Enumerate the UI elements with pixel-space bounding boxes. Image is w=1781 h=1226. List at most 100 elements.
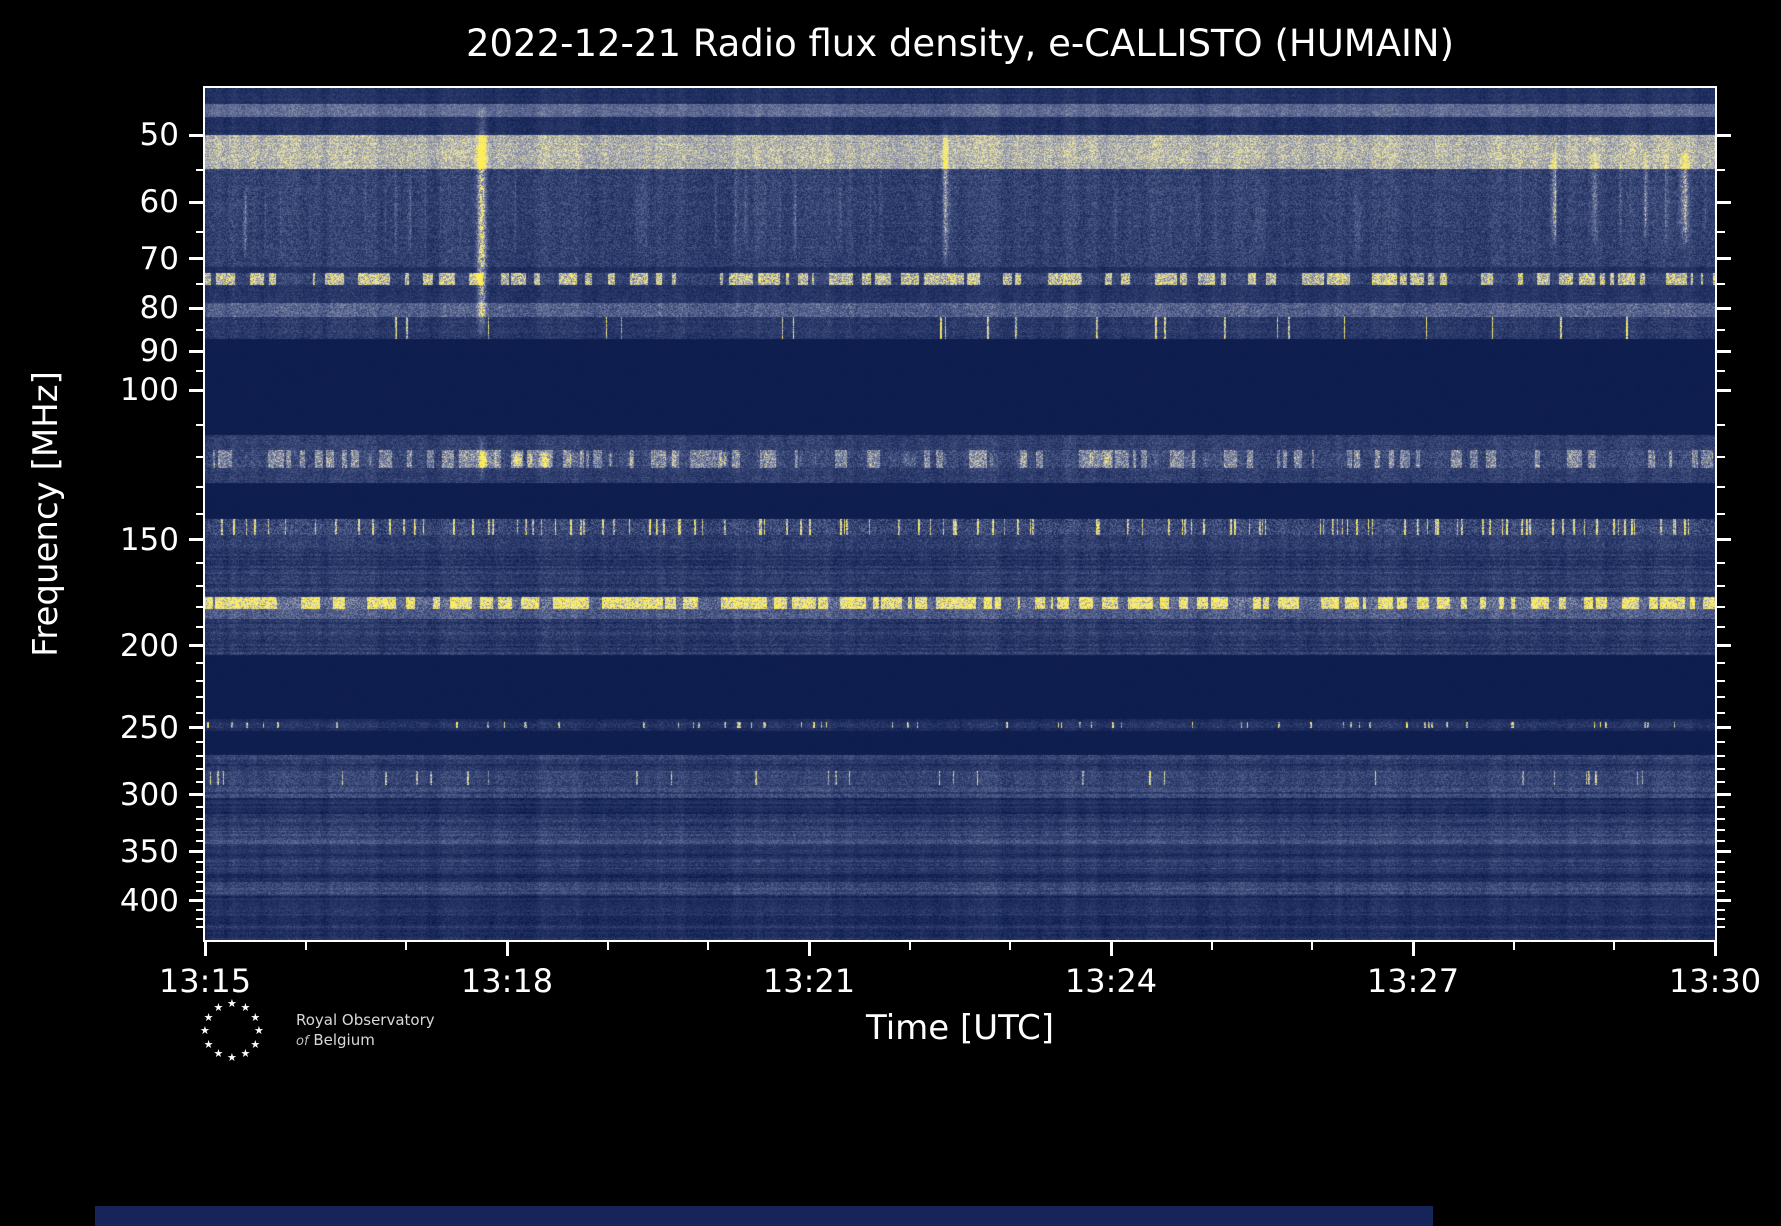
- x-tick-label: 13:21: [762, 962, 856, 1000]
- rob-logo-text: Royal Observatory of Belgium: [296, 1010, 435, 1052]
- y-minor-tick-right: [1717, 860, 1725, 863]
- y-minor-tick-right: [1717, 817, 1725, 820]
- y-minor-tick-right: [1717, 926, 1725, 929]
- y-major-tick-right: [1717, 538, 1731, 542]
- y-minor-tick: [196, 662, 204, 665]
- y-major-tick: [189, 850, 203, 854]
- y-minor-tick: [196, 755, 204, 758]
- x-tick-label: 13:24: [1064, 962, 1158, 1000]
- y-axis-label: Frequency [MHz]: [26, 371, 66, 657]
- y-minor-tick-right: [1717, 781, 1725, 784]
- y-minor-tick-right: [1717, 456, 1725, 459]
- y-major-tick-right: [1717, 899, 1731, 903]
- x-tick-label: 13:15: [158, 962, 252, 1000]
- y-major-tick-right: [1717, 726, 1731, 730]
- x-major-tick: [505, 942, 509, 956]
- y-tick-label: 300: [119, 776, 179, 813]
- x-minor-tick: [405, 942, 408, 950]
- y-minor-tick-right: [1717, 605, 1725, 608]
- x-minor-tick: [1613, 942, 1616, 950]
- y-minor-tick-right: [1717, 169, 1725, 172]
- y-minor-tick-right: [1717, 679, 1725, 682]
- y-minor-tick-right: [1717, 890, 1725, 893]
- y-minor-tick: [196, 768, 204, 771]
- y-major-tick: [189, 257, 203, 261]
- y-tick-label: 70: [139, 240, 179, 277]
- y-tick-label: 250: [119, 709, 179, 746]
- y-minor-tick-right: [1717, 230, 1725, 233]
- y-tick-label: 100: [119, 372, 179, 409]
- y-major-tick: [189, 349, 203, 353]
- y-minor-tick-right: [1717, 711, 1725, 714]
- x-minor-tick: [1210, 942, 1213, 950]
- y-minor-tick-right: [1717, 283, 1725, 286]
- y-minor-tick: [196, 562, 204, 565]
- y-minor-tick-right: [1717, 485, 1725, 488]
- rob-logo-line1: Royal Observatory: [296, 1011, 435, 1029]
- y-minor-tick: [196, 880, 204, 883]
- x-tick-label: 13:18: [460, 962, 554, 1000]
- y-tick-label: 50: [139, 117, 179, 154]
- y-minor-tick: [196, 741, 204, 744]
- y-minor-tick: [196, 625, 204, 628]
- y-minor-tick-right: [1717, 662, 1725, 665]
- y-minor-tick: [196, 169, 204, 172]
- x-minor-tick: [707, 942, 710, 950]
- y-minor-tick-right: [1717, 513, 1725, 516]
- y-major-tick: [189, 793, 203, 797]
- y-major-tick: [189, 538, 203, 542]
- y-minor-tick-right: [1717, 370, 1725, 373]
- y-major-tick: [189, 306, 203, 310]
- y-major-tick-right: [1717, 306, 1731, 310]
- y-minor-tick-right: [1717, 625, 1725, 628]
- x-tick-label: 13:27: [1366, 962, 1460, 1000]
- y-major-tick: [189, 388, 203, 392]
- x-axis-label: Time [UTC]: [866, 1008, 1054, 1048]
- star-icon: ★: [254, 1024, 264, 1037]
- y-major-tick: [189, 726, 203, 730]
- y-minor-tick: [196, 424, 204, 427]
- x-minor-tick: [1311, 942, 1314, 950]
- y-minor-tick: [196, 456, 204, 459]
- y-minor-tick: [196, 781, 204, 784]
- star-icon: ★: [227, 1051, 237, 1064]
- y-minor-tick: [196, 839, 204, 842]
- y-major-tick: [189, 200, 203, 204]
- bottom-strip: [95, 1206, 1433, 1226]
- plot-area: [203, 86, 1717, 942]
- y-major-tick: [189, 899, 203, 903]
- y-minor-tick: [196, 695, 204, 698]
- x-major-tick: [203, 942, 207, 956]
- y-minor-tick-right: [1717, 424, 1725, 427]
- x-major-tick: [1411, 942, 1415, 956]
- y-minor-tick-right: [1717, 695, 1725, 698]
- x-minor-tick: [606, 942, 609, 950]
- star-icon: ★: [250, 1037, 261, 1051]
- y-major-tick-right: [1717, 133, 1731, 137]
- y-minor-tick-right: [1717, 562, 1725, 565]
- rob-logo-line2: of Belgium: [296, 1031, 375, 1049]
- y-major-tick: [189, 644, 203, 648]
- y-major-tick-right: [1717, 850, 1731, 854]
- y-minor-tick: [196, 230, 204, 233]
- star-icon: ★: [240, 1047, 251, 1061]
- y-minor-tick: [196, 485, 204, 488]
- y-minor-tick: [196, 711, 204, 714]
- y-minor-tick-right: [1717, 871, 1725, 874]
- star-icon: ★: [240, 1000, 251, 1014]
- y-major-tick-right: [1717, 388, 1731, 392]
- y-minor-tick-right: [1717, 828, 1725, 831]
- y-minor-tick: [196, 817, 204, 820]
- y-minor-tick-right: [1717, 880, 1725, 883]
- y-major-tick-right: [1717, 200, 1731, 204]
- x-minor-tick: [304, 942, 307, 950]
- y-minor-tick-right: [1717, 839, 1725, 842]
- y-major-tick-right: [1717, 257, 1731, 261]
- x-major-tick: [1713, 942, 1717, 956]
- star-icon: ★: [213, 1047, 224, 1061]
- y-major-tick-right: [1717, 349, 1731, 353]
- y-tick-label: 90: [139, 333, 179, 370]
- y-minor-tick: [196, 283, 204, 286]
- star-icon: ★: [213, 1000, 224, 1014]
